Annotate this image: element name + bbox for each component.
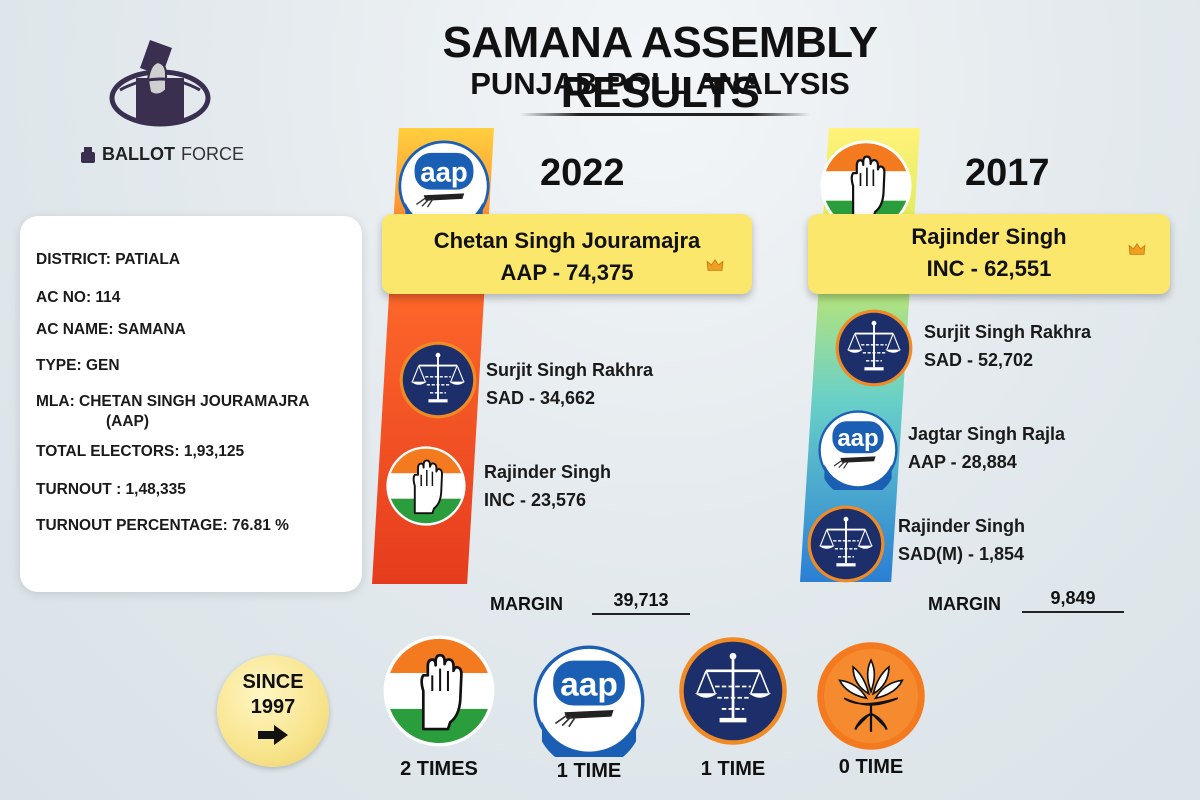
bjp-logo-icon (815, 640, 927, 752)
winner-name-2022: Chetan Singh Jouramajra (433, 228, 701, 253)
inc-logo-icon (386, 446, 466, 526)
brand-force: FORCE (180, 144, 244, 164)
margin-value-2022: 39,713 (592, 590, 690, 615)
winner-name-2017: Rajinder Singh (911, 224, 1067, 249)
mla: MLA: CHETAN SINGH JOURAMAJRA (36, 393, 310, 410)
aap-logo-icon (533, 645, 645, 757)
turnout-percentage: TURNOUT PERCENTAGE: 76.81 % (36, 517, 289, 534)
candidate-result: SAD - 52,702 (924, 350, 1034, 370)
since-label: SINCE (242, 671, 304, 693)
arrow-right-icon (258, 725, 288, 745)
year-2017: 2017 (965, 152, 1050, 194)
title-divider (520, 113, 810, 116)
bjp-tally: 0 TIME (838, 756, 904, 778)
winner-result-2022: AAP - 74,375 (500, 260, 634, 285)
year-2022: 2022 (540, 152, 625, 194)
since-badge: SINCE 1997 (217, 655, 329, 767)
margin-value-2017: 9,849 (1022, 588, 1124, 613)
winner-result-2017: INC - 62,551 (926, 256, 1052, 281)
sad-logo-icon (834, 308, 914, 388)
constituency-info-card: DISTRICT: PATIALA AC NO: 114 AC NAME: SA… (20, 216, 362, 592)
page-title: SAMANA ASSEMBLY RESULTS (442, 18, 879, 117)
candidate-result: SAD(M) - 1,854 (898, 544, 1025, 564)
candidate-result: SAD - 34,662 (486, 388, 596, 408)
inc-tally: 2 TIMES (400, 758, 478, 780)
page-subtitle: PUNJAB POLL ANALYSIS (470, 66, 850, 101)
candidate-name: Rajinder Singh (484, 462, 612, 482)
winner-box-2017: Rajinder Singh INC - 62,551 (808, 214, 1170, 294)
candidate-result: AAP - 28,884 (908, 452, 1017, 472)
brand-name: BALLOT FORCE (80, 144, 244, 165)
since-year: 1997 (250, 696, 296, 718)
crown-icon (1128, 242, 1146, 256)
mla-party: (AAP) (106, 413, 150, 430)
brand-ballot: BALLOT (102, 144, 175, 164)
candidate-result: INC - 23,576 (484, 490, 587, 510)
sad-logo-icon (806, 504, 886, 584)
winner-box-2022: Chetan Singh Jouramajra AAP - 74,375 (382, 214, 752, 294)
sad-logo-icon (677, 635, 789, 747)
inc-logo-icon (383, 635, 495, 747)
margin-label-2022: MARGIN (490, 594, 563, 614)
candidate-name: Surjit Singh Rakhra (486, 360, 654, 380)
candidate-name: Jagtar Singh Rajla (908, 424, 1066, 444)
sad-tally: 1 TIME (700, 758, 766, 780)
district: DISTRICT: PATIALA (36, 251, 181, 268)
aap-logo-icon (818, 410, 898, 490)
ac-name: AC NAME: SAMANA (36, 321, 186, 338)
ballotforce-logo-icon (109, 40, 211, 127)
crown-icon (706, 258, 724, 272)
turnout: TURNOUT : 1,48,335 (36, 481, 186, 498)
candidate-name: Rajinder Singh (898, 516, 1026, 536)
candidate-name: Surjit Singh Rakhra (924, 322, 1092, 342)
ac-number: AC NO: 114 (36, 289, 121, 306)
ballot-icon (81, 146, 95, 163)
margin-label-2017: MARGIN (928, 594, 1001, 614)
sad-logo-icon (398, 340, 478, 420)
total-electors: TOTAL ELECTORS: 1,93,125 (36, 443, 245, 460)
aap-tally: 1 TIME (556, 760, 622, 782)
constituency-type: TYPE: GEN (36, 357, 120, 374)
